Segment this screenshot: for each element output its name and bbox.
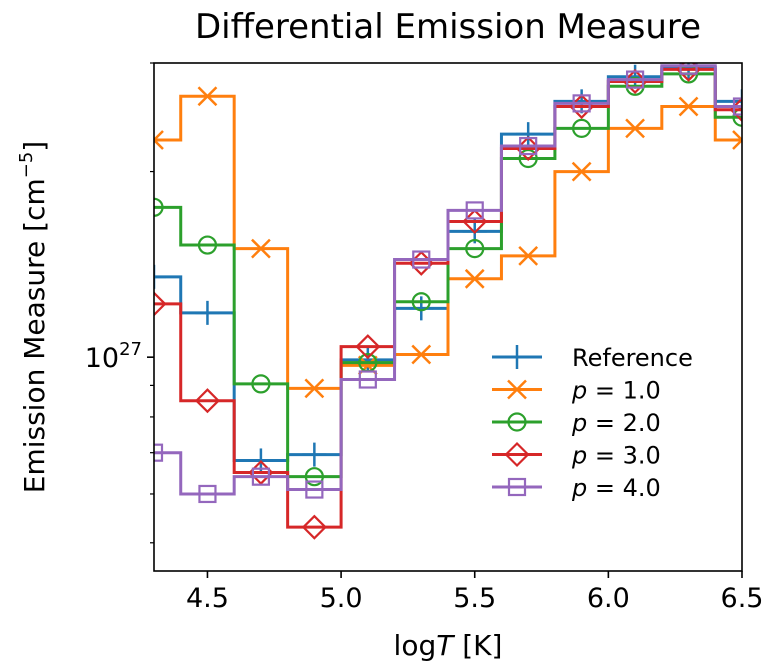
x-axis-label-main: log xyxy=(394,629,437,662)
series-2-point xyxy=(411,344,432,365)
legend-entry-5: p = 4.0 xyxy=(492,474,661,502)
series-2-point xyxy=(304,378,325,399)
legend-label-val: = 1.0 xyxy=(587,377,661,405)
x-tick-label: 5.5 xyxy=(453,583,496,614)
series-line xyxy=(154,94,742,390)
series-1-point xyxy=(302,442,327,467)
y-tick-label-exp: 27 xyxy=(119,339,142,360)
series-3-point xyxy=(304,467,324,487)
series-5-point xyxy=(305,480,324,499)
series-2-point xyxy=(571,161,592,182)
y-axis-label-close: ] xyxy=(18,141,51,152)
legend-marker xyxy=(507,379,527,400)
legend-label-val: = 4.0 xyxy=(587,474,661,502)
x-axis-label-var: T xyxy=(436,629,455,662)
series-2-point xyxy=(154,130,164,150)
x-tick-label: 6.5 xyxy=(721,583,764,614)
series-4-point xyxy=(194,388,221,414)
legend-entry-1: Reference xyxy=(492,344,693,372)
legend-label-val: = 2.0 xyxy=(587,409,661,437)
legend-entry-3: p = 2.0 xyxy=(492,409,661,437)
series-2 xyxy=(154,86,742,399)
legend-label: Reference xyxy=(572,344,693,372)
series-5-point xyxy=(465,201,484,220)
y-tick-label: 1027 xyxy=(85,339,142,374)
series-5-point xyxy=(519,136,538,156)
legend-entry-2: p = 1.0 xyxy=(492,377,661,405)
series-2-point xyxy=(518,245,539,266)
series-3-point xyxy=(732,107,742,127)
series-3-point xyxy=(572,118,592,138)
x-axis-label-unit: [K] xyxy=(453,629,502,662)
series-3 xyxy=(154,64,742,487)
series-5-point xyxy=(198,484,217,504)
y-axis-label: Emission Measure [cm−5] xyxy=(16,141,51,493)
legend-marker xyxy=(507,412,527,432)
series-5-point xyxy=(358,370,377,389)
y-axis: 1027 xyxy=(85,62,154,544)
series-5-point xyxy=(679,63,698,75)
legend-label-var: p xyxy=(571,409,587,437)
legend-label: p = 1.0 xyxy=(571,377,661,405)
series-2-point xyxy=(197,86,218,107)
y-axis-label-main: Emission Measure [cm xyxy=(18,178,51,493)
series-3-point xyxy=(154,197,164,217)
series-5-point xyxy=(412,250,431,269)
series-line xyxy=(154,72,742,479)
legend-label: p = 2.0 xyxy=(571,409,661,437)
plot-frame xyxy=(153,62,743,572)
series-5-point xyxy=(625,70,645,89)
series-3-point xyxy=(197,235,218,255)
series-2-point xyxy=(251,238,271,259)
y-tick-label-base: 10 xyxy=(85,343,119,374)
series-5-point xyxy=(572,94,591,113)
plot-area xyxy=(154,63,742,540)
series-line xyxy=(154,64,742,496)
series-5-point xyxy=(732,97,742,116)
legend-entry-4: p = 3.0 xyxy=(492,442,661,470)
x-axis: 4.5 5.0 5.5 6.0 6.5 xyxy=(186,571,763,614)
series-3-point xyxy=(411,292,431,312)
legend-label: p = 4.0 xyxy=(571,474,661,502)
legend-label: p = 3.0 xyxy=(571,442,661,470)
chart-title: Differential Emission Measure xyxy=(195,7,701,47)
x-tick-label: 5.0 xyxy=(320,583,363,614)
x-tick-label: 6.0 xyxy=(587,583,630,614)
legend-label-val: = 3.0 xyxy=(587,442,661,470)
legend-label-var: p xyxy=(571,377,587,405)
series-5-point xyxy=(154,443,164,462)
series-5 xyxy=(154,63,742,504)
series-4-point xyxy=(154,291,167,317)
legend-label-var: p xyxy=(571,474,587,502)
y-axis-label-exp: −5 xyxy=(16,152,37,179)
series-2-point xyxy=(678,96,699,117)
legend-label-var: p xyxy=(571,442,587,470)
series-1-point xyxy=(154,264,166,289)
series-5-point xyxy=(251,467,271,486)
series-1-point xyxy=(195,300,220,325)
series-3-point xyxy=(518,148,538,169)
series-2-point xyxy=(732,130,742,150)
series-2-point xyxy=(625,118,645,139)
series-3-point xyxy=(251,374,271,394)
series-4-point xyxy=(301,514,327,540)
legend-marker xyxy=(504,441,530,468)
series-2-point xyxy=(464,268,485,289)
series-4-point xyxy=(355,334,381,360)
series-3-point xyxy=(465,239,485,259)
x-axis-label: logT [K] xyxy=(394,629,503,662)
series-1-point xyxy=(516,122,541,147)
legend-marker xyxy=(505,345,529,369)
legend-marker xyxy=(507,477,527,497)
x-tick-label: 4.5 xyxy=(186,583,229,614)
